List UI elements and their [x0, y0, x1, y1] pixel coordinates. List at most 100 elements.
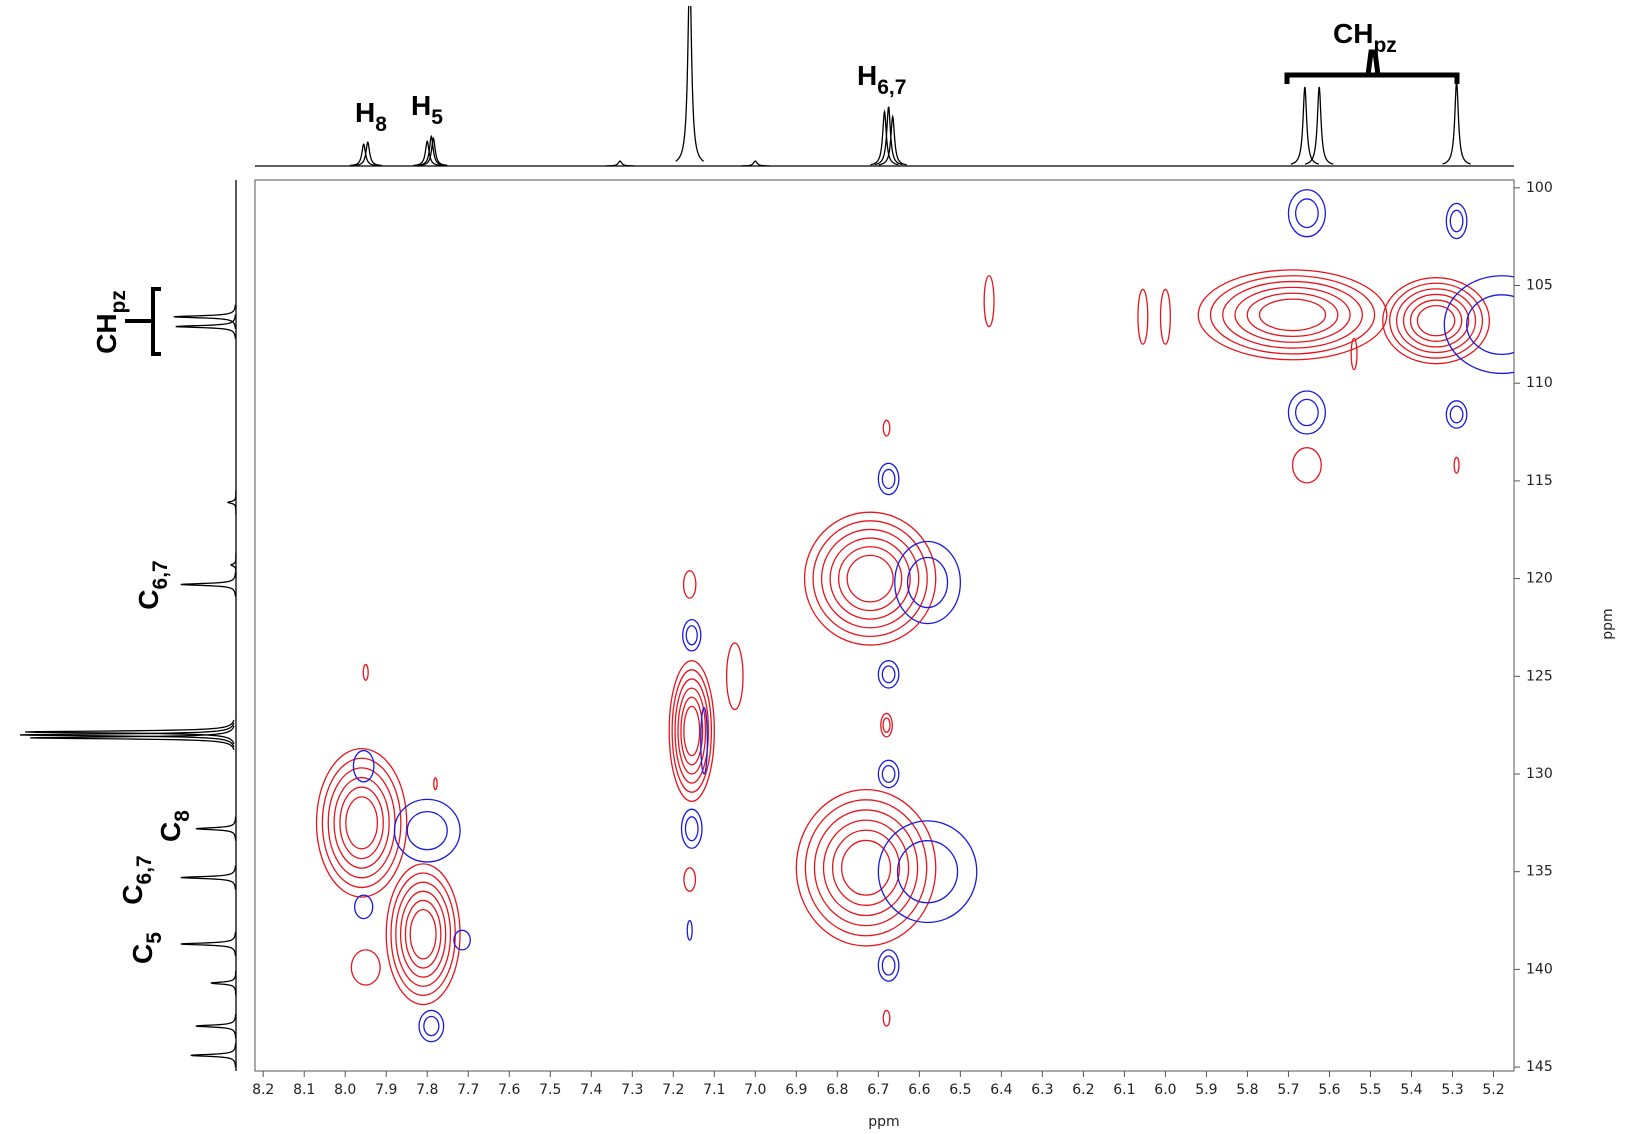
contour [906, 556, 949, 609]
projection-peak [195, 816, 237, 841]
contour [882, 1009, 891, 1027]
contour [877, 949, 900, 982]
contour [677, 687, 707, 775]
x-tick-label: 8.1 [293, 1082, 315, 1098]
y-tick-label: 105 [1526, 278, 1553, 294]
contour [877, 820, 978, 924]
contour [1294, 198, 1319, 229]
projection-peak [25, 719, 235, 745]
contour [1294, 398, 1319, 427]
contour [983, 275, 995, 328]
contour [433, 777, 438, 791]
x-tick-label: 6.1 [1113, 1082, 1135, 1098]
contour [671, 669, 713, 793]
x-tick-label: 6.6 [908, 1082, 930, 1098]
contour [1234, 286, 1351, 343]
x-tick-label: 5.7 [1277, 1082, 1299, 1098]
projection-peak [175, 314, 237, 339]
contour [393, 798, 461, 863]
projection-peak [870, 109, 899, 166]
contour [840, 839, 892, 896]
contour [846, 554, 894, 603]
x-tick-label: 7.0 [744, 1082, 766, 1098]
contour [680, 808, 703, 849]
peak-label: C8 [155, 810, 194, 842]
contour [404, 899, 442, 969]
contour [1159, 288, 1171, 345]
x-tick-label: 5.6 [1318, 1082, 1340, 1098]
contour [881, 468, 896, 490]
projection-peak [353, 141, 382, 167]
contour [1197, 269, 1388, 361]
x-tick-label: 8.0 [334, 1082, 356, 1098]
contour [682, 570, 697, 599]
projection-peak [226, 490, 237, 515]
x-tick-label: 7.8 [416, 1082, 438, 1098]
contour [838, 546, 903, 612]
contour [453, 929, 471, 951]
contour [409, 908, 437, 960]
contour [668, 660, 715, 803]
contour [812, 520, 928, 638]
x-tick-label: 6.0 [1154, 1082, 1176, 1098]
contour [350, 949, 381, 986]
x-tick-label: 7.2 [662, 1082, 684, 1098]
y-tick-label: 135 [1526, 864, 1553, 880]
contour [725, 642, 744, 711]
contour [882, 717, 891, 733]
contour [418, 1009, 445, 1043]
bracket [1284, 49, 1460, 84]
peak-label: C5 [127, 932, 166, 964]
contour [683, 705, 701, 757]
left-projection [20, 180, 237, 1071]
y-axis-label: ppm [1600, 608, 1616, 639]
projection-peak [419, 136, 448, 166]
contour [686, 919, 693, 941]
contour [399, 890, 447, 978]
contour [820, 528, 920, 629]
x-tick-label: 7.4 [580, 1082, 602, 1098]
x-tick-label: 5.8 [1236, 1082, 1258, 1098]
contour [1466, 294, 1514, 356]
x-tick-label: 6.9 [785, 1082, 807, 1098]
contour [352, 749, 375, 783]
x-tick-label: 6.7 [867, 1082, 889, 1098]
contour [339, 786, 384, 860]
peak-label: CHpz [91, 290, 130, 354]
contour [813, 809, 919, 927]
contour [877, 462, 900, 496]
projection-peak [605, 160, 635, 167]
projection-peak [20, 722, 235, 748]
projection-peak [1442, 81, 1471, 165]
x-tick-label: 6.3 [1031, 1082, 1053, 1098]
x-tick-label: 7.6 [498, 1082, 520, 1098]
projection-peak [1305, 86, 1334, 165]
contour [354, 894, 374, 920]
x-tick-label: 7.9 [375, 1082, 397, 1098]
contour [881, 765, 896, 783]
contour [795, 788, 937, 947]
contour [1287, 189, 1327, 238]
projection-peak [878, 114, 907, 166]
contour-layer [315, 189, 1514, 1043]
contour [881, 665, 896, 684]
contour [1209, 275, 1376, 355]
contour [406, 810, 448, 851]
contour [1445, 400, 1468, 429]
contour [683, 867, 697, 892]
contour [700, 706, 708, 775]
projection-peak [180, 865, 237, 890]
top-projection [255, 6, 1514, 167]
peak-label: CHpz [1333, 18, 1397, 57]
x-tick-label: 6.2 [1072, 1082, 1094, 1098]
contour [321, 757, 402, 889]
contour [1409, 299, 1463, 342]
y-tick-label: 110 [1526, 375, 1553, 391]
contour [1416, 304, 1456, 337]
contour [877, 660, 900, 689]
y-tick-label: 140 [1526, 961, 1553, 977]
contour [1350, 337, 1358, 371]
contour [385, 863, 461, 1006]
contour [423, 1015, 440, 1037]
contour [1137, 288, 1149, 345]
